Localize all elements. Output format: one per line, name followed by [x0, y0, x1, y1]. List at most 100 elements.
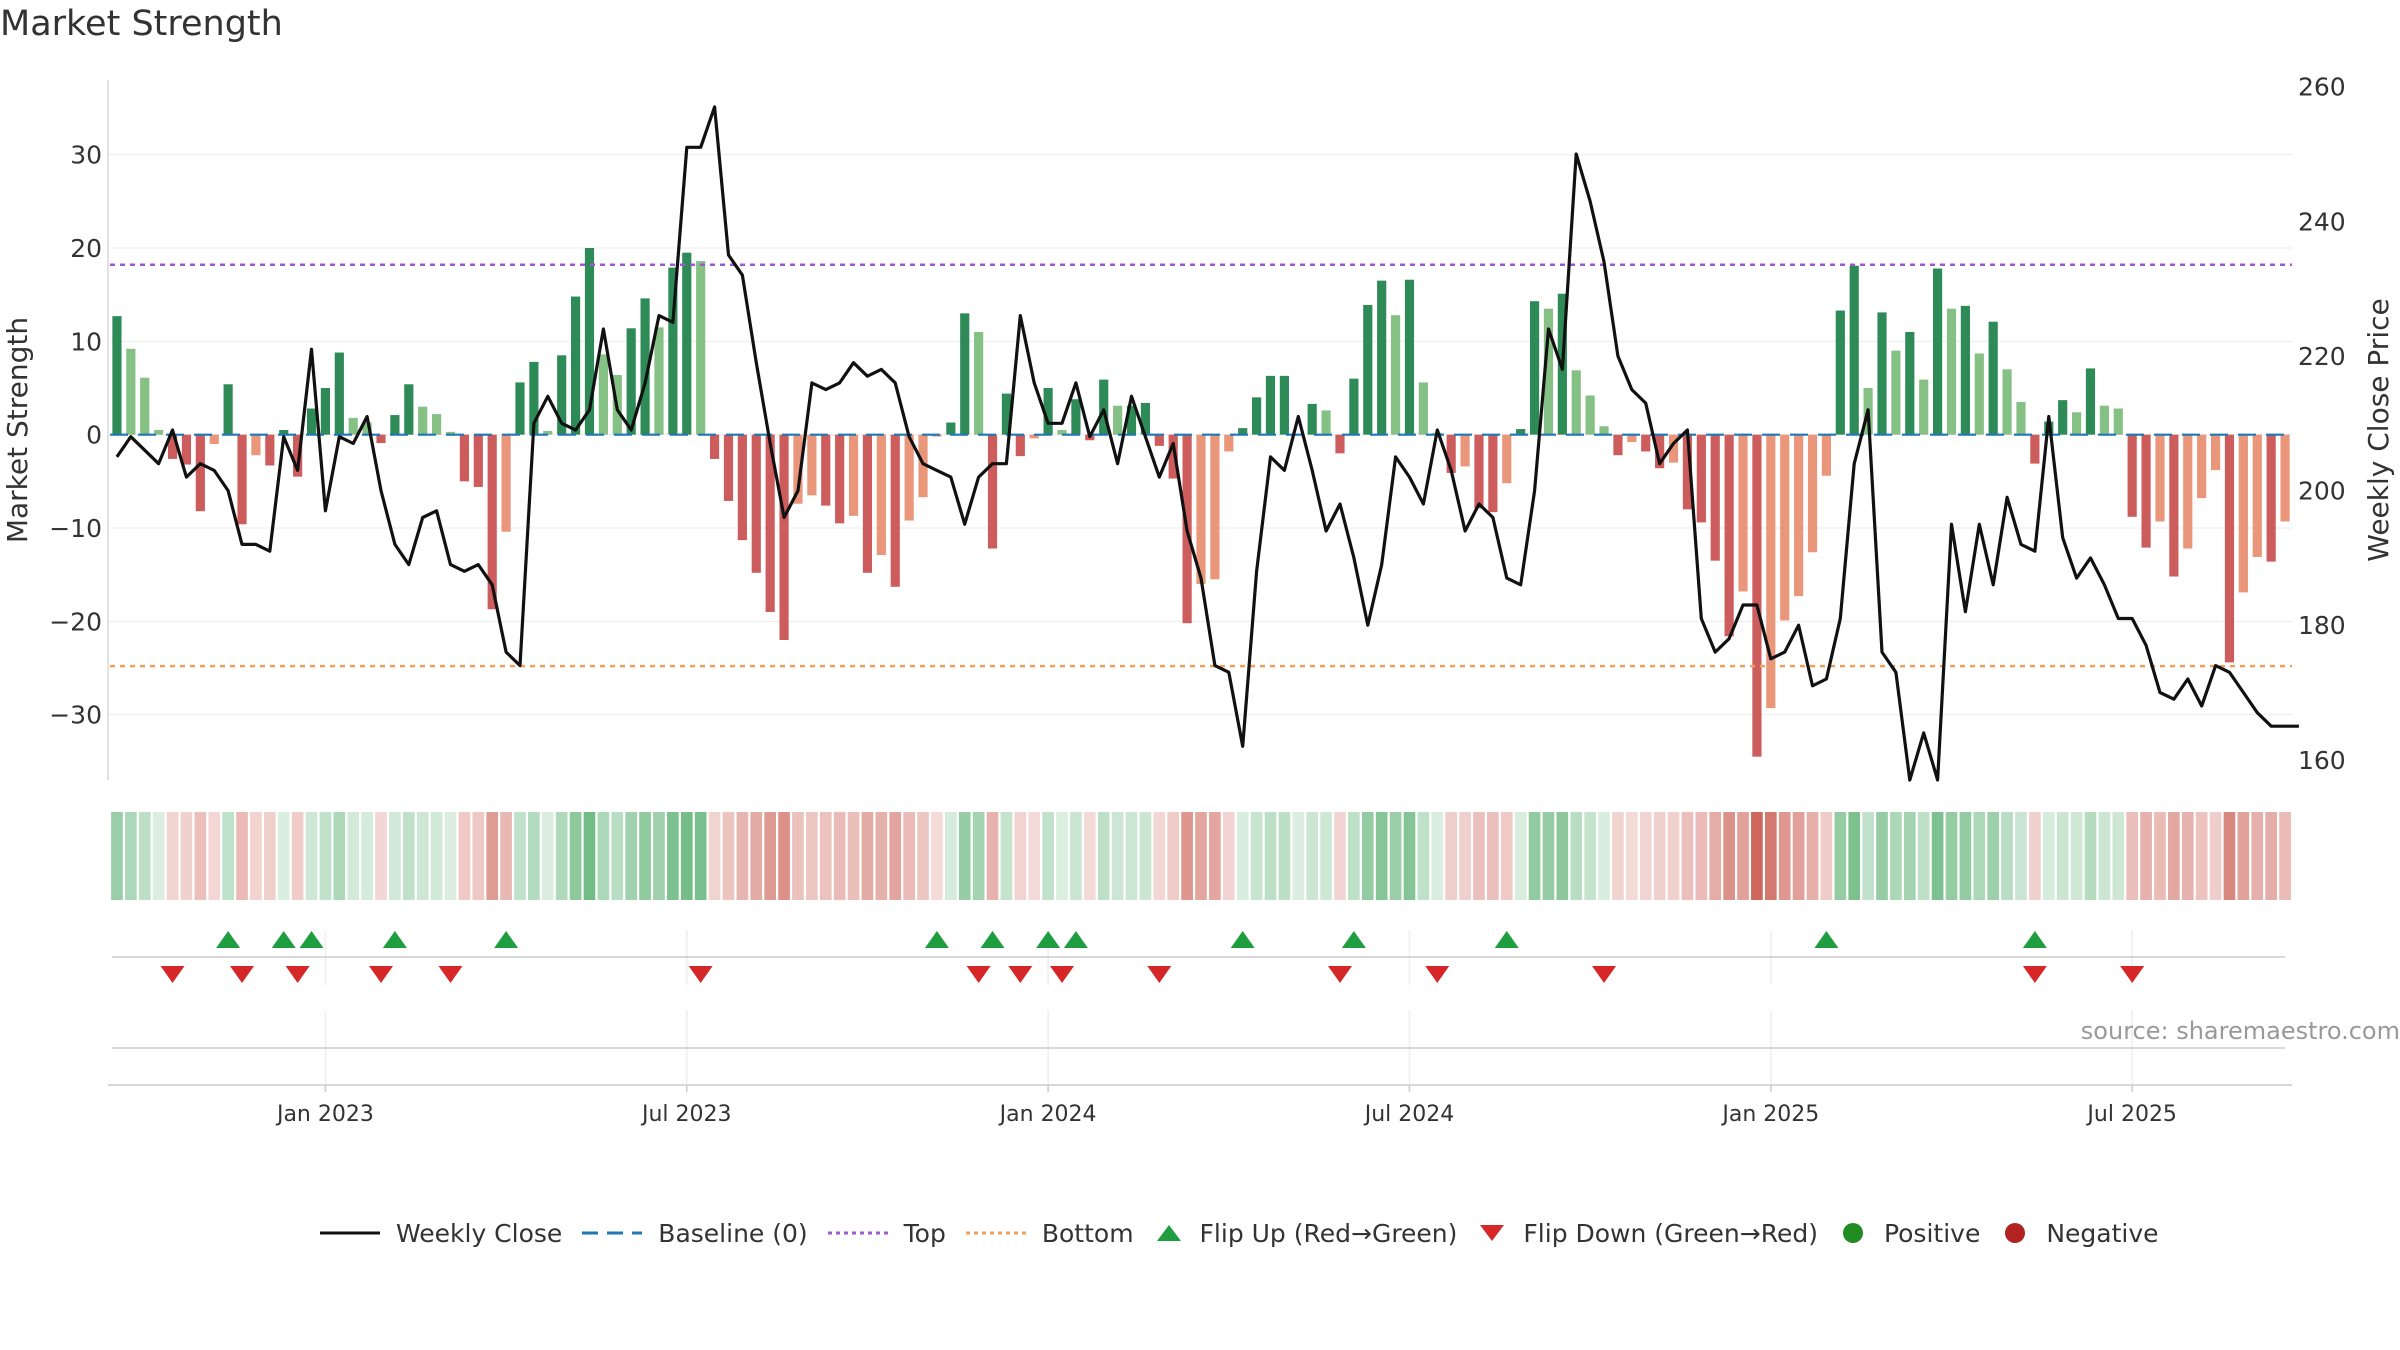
strength-bar — [1099, 379, 1109, 435]
strength-strip-cell — [1876, 812, 1888, 900]
strength-bar — [1252, 397, 1262, 435]
strength-strip-cell — [917, 812, 929, 900]
strength-strip-cell — [1292, 812, 1305, 900]
strength-bar — [1390, 315, 1401, 435]
strength-bar — [640, 298, 650, 435]
flip-down-marker — [1050, 966, 1075, 983]
flip-up-marker — [271, 931, 296, 948]
strength-strip-cell — [1806, 812, 1819, 900]
strength-bar — [404, 384, 414, 435]
strength-strip-cell — [2126, 812, 2139, 900]
strength-strip-cell — [389, 812, 401, 900]
strength-bar — [1933, 268, 1943, 435]
strength-bar — [2002, 369, 2012, 435]
strength-strip-cell — [1334, 812, 1346, 900]
strength-bar — [807, 434, 817, 496]
strength-strip-cell — [1681, 812, 1694, 900]
flip-up-marker — [2022, 931, 2047, 948]
y-tick-label-left: 0 — [86, 421, 102, 450]
strength-strip-cell — [1361, 812, 1374, 900]
triangle-up-icon — [1156, 1225, 1181, 1241]
strength-strip-cell — [541, 812, 554, 900]
legend-item-baseline[interactable]: Baseline (0) — [582, 1219, 808, 1248]
strength-strip-cell — [2237, 812, 2250, 900]
strength-bar — [1682, 434, 1693, 510]
strength-bar — [1877, 312, 1887, 435]
strength-bar — [1335, 434, 1345, 454]
strength-strip-cell — [305, 812, 318, 900]
legend-item-flip-up[interactable]: Flip Up (Red→Green) — [1154, 1219, 1457, 1248]
flip-down-marker — [1327, 966, 1352, 983]
strength-bar — [1919, 379, 1929, 435]
axis-labels: Market Strength Weekly Close Price — [1, 298, 2395, 561]
strength-bar — [668, 267, 678, 435]
strength-bar — [723, 434, 734, 501]
strength-bar — [195, 434, 205, 512]
strength-strip-cell — [1570, 812, 1583, 900]
strength-bar — [557, 355, 567, 435]
triangle-down-icon — [1480, 1225, 1505, 1241]
strength-strip-cell — [375, 812, 387, 900]
strength-strip-cell — [1723, 812, 1735, 900]
strength-bar — [737, 434, 747, 541]
legend-item-weekly-close[interactable]: Weekly Close — [320, 1219, 562, 1248]
strength-bar — [1821, 434, 1832, 476]
strength-strip-cell — [500, 812, 512, 900]
strength-bar — [821, 434, 831, 506]
y-tick-label-left: −20 — [49, 607, 102, 636]
strength-bar — [1502, 434, 1512, 484]
strength-strip-cell — [2112, 812, 2125, 900]
y-tick-label-right: 180 — [2298, 611, 2346, 640]
strength-strip-cell — [2042, 812, 2055, 900]
strength-bar — [1946, 308, 1957, 435]
y-tick-label-right: 200 — [2298, 477, 2346, 506]
strength-strip-cell — [1320, 812, 1332, 900]
strength-strip-cell — [166, 812, 179, 900]
legend-item-positive[interactable]: Positive — [1838, 1219, 1980, 1248]
strength-strip-cell — [1778, 812, 1791, 900]
strength-bar — [2127, 434, 2137, 517]
strength-bar — [279, 430, 289, 435]
x-tick-label: Jan 2024 — [998, 1102, 1097, 1127]
time-axis: Jan 2023 Jul 2023 Jan 2024 Jul 2024 Jan 2025… — [108, 1010, 2292, 1127]
strength-strip-cell — [1403, 812, 1416, 900]
strength-bar — [223, 384, 233, 435]
strength-bar — [1377, 280, 1387, 435]
strength-bar — [459, 434, 469, 482]
strength-strip-cell — [1083, 812, 1096, 900]
strength-strip-cell — [2251, 812, 2264, 900]
legend-item-negative[interactable]: Negative — [2000, 1218, 2159, 1248]
flip-markers — [112, 930, 2285, 985]
strength-strip-cell — [1375, 812, 1388, 900]
x-tick-label: Jan 2025 — [1720, 1102, 1819, 1127]
strength-bar — [1905, 332, 1915, 435]
legend-item-top[interactable]: Top — [827, 1219, 946, 1248]
strength-strip-cell — [1903, 812, 1916, 900]
strength-strip-cell — [1695, 812, 1708, 900]
strength-strip-cell — [944, 812, 957, 900]
strength-bar — [2266, 434, 2276, 562]
legend-label: Flip Down (Green→Red) — [1523, 1218, 1818, 1248]
strength-bar — [1154, 434, 1164, 446]
strength-bar — [1126, 405, 1137, 435]
strength-bar — [209, 434, 219, 444]
strength-bar — [570, 296, 581, 435]
strength-strip-cell — [1862, 812, 1874, 900]
strength-bar — [1627, 434, 1637, 443]
weekly-close-line — [115, 105, 2299, 782]
legend-label: Negative — [2046, 1218, 2159, 1248]
strength-strip-cell — [208, 812, 221, 900]
strength-strip-cell — [2098, 812, 2111, 900]
y-tick-label-left: 10 — [70, 327, 102, 356]
strength-bar — [1571, 370, 1581, 435]
strength-strip-cell — [180, 812, 193, 900]
legend-item-bottom[interactable]: Bottom — [965, 1219, 1134, 1248]
strength-bar — [515, 382, 525, 435]
strength-strip-cell — [472, 812, 485, 900]
strength-strip-cell — [2168, 812, 2180, 900]
strength-bar — [1891, 350, 1901, 435]
legend-item-flip-down[interactable]: Flip Down (Green→Red) — [1477, 1219, 1818, 1248]
strength-strip-cell — [1028, 812, 1041, 900]
strength-bar — [960, 313, 970, 435]
